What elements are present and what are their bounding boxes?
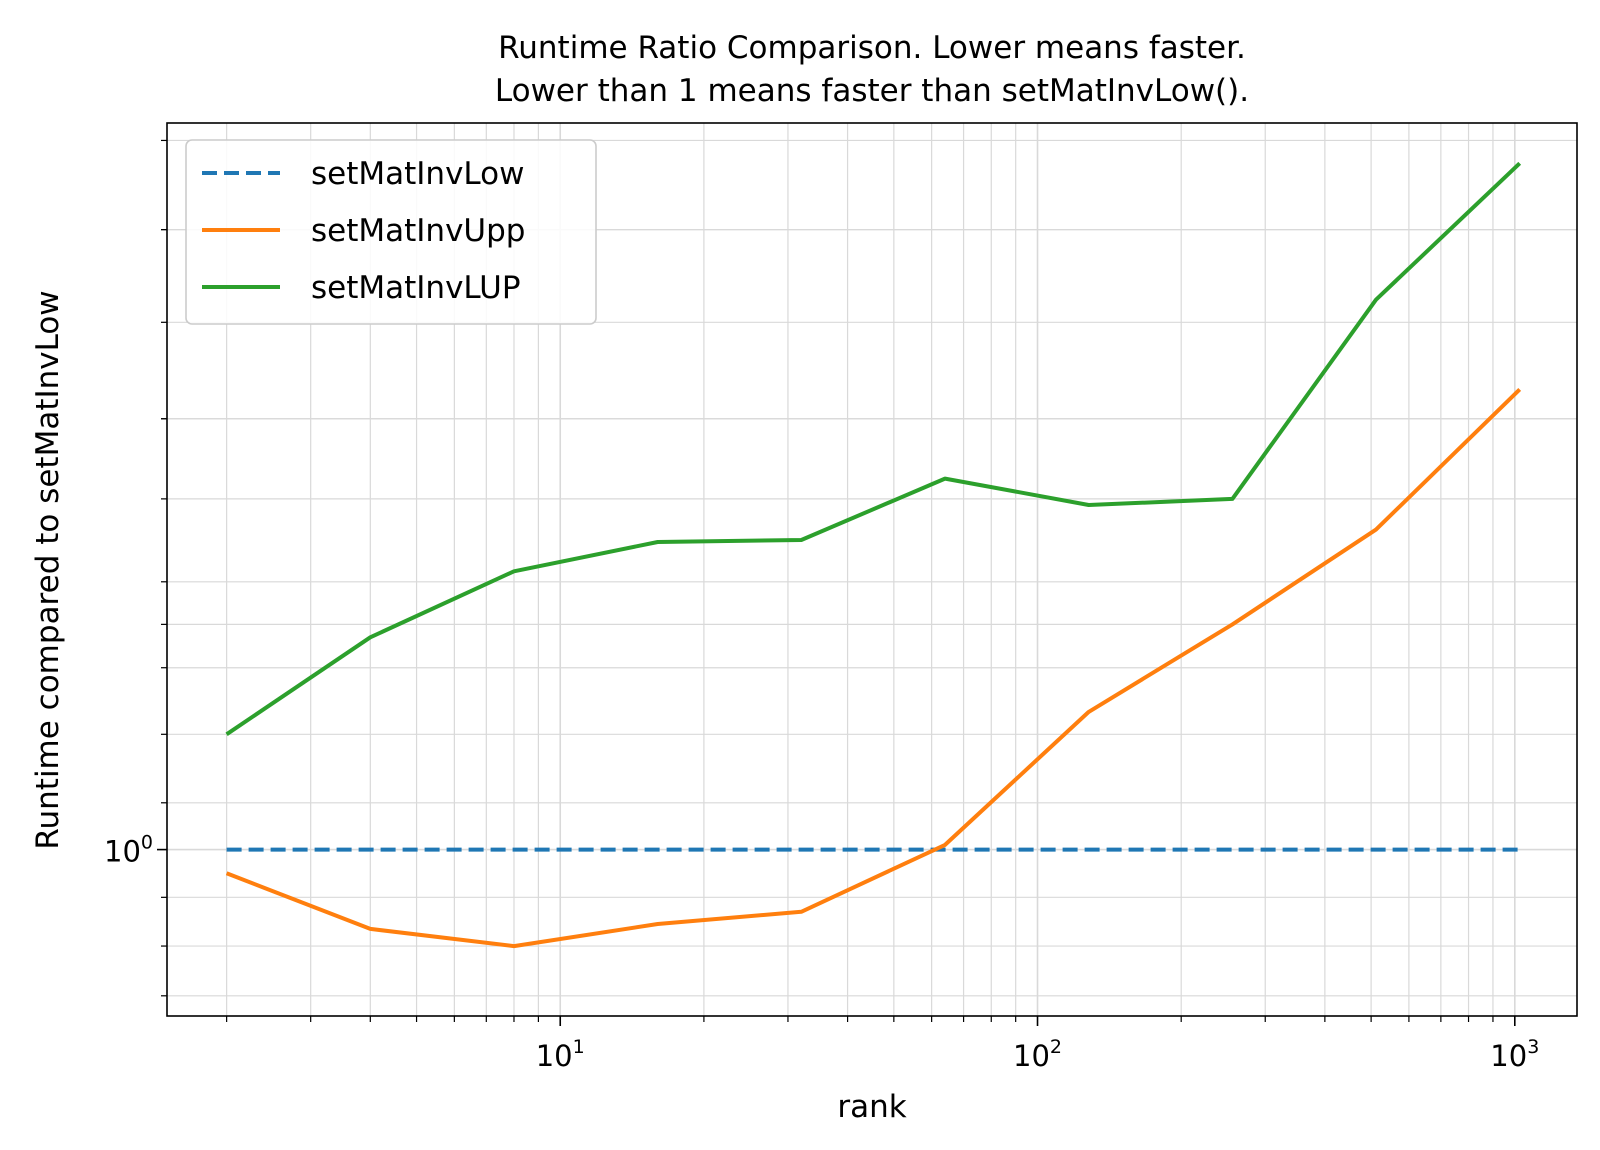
chart-title-line-2: Lower than 1 means faster than setMatInv…: [495, 73, 1249, 109]
legend-label-setMatInvUpp: setMatInvUpp: [311, 213, 525, 249]
x-tick-label: 102: [1013, 1036, 1062, 1073]
x-axis-label: rank: [837, 1089, 906, 1125]
legend-box: [185, 139, 597, 325]
series-lines: [225, 161, 1522, 949]
series-line-setMatInvLUP: [225, 161, 1522, 736]
y-axis-label: Runtime compared to setMatInvLow: [30, 290, 66, 849]
legend-label-setMatInvLUP: setMatInvLUP: [311, 270, 521, 306]
y-tick-label: 100: [104, 832, 153, 869]
axis-ticks: 101 102 103 100: [104, 139, 1539, 1073]
chart-title-line-1: Runtime Ratio Comparison. Lower means fa…: [498, 30, 1246, 66]
x-tick-label: 101: [536, 1036, 585, 1073]
legend-label-setMatInvLow: setMatInvLow: [311, 156, 524, 192]
legend-items: setMatInvLow setMatInvUpp setMatInvLUP: [202, 156, 525, 306]
x-tick-label: 103: [1490, 1036, 1539, 1073]
legend: setMatInvLow setMatInvUpp setMatInvLUP: [185, 139, 597, 325]
plot-frame: [166, 122, 1578, 1017]
series-line-setMatInvUpp: [225, 387, 1522, 949]
